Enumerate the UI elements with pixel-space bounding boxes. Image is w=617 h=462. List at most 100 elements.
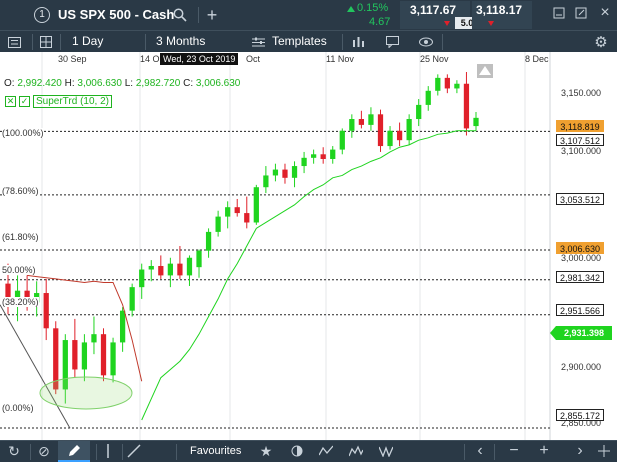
close-icon[interactable]: × <box>600 4 610 21</box>
candle-body <box>253 187 259 223</box>
candle-body <box>463 83 470 129</box>
indicator-close-icon[interactable]: ✕ <box>5 96 16 107</box>
candle-body <box>186 257 193 276</box>
candle-body <box>435 77 441 91</box>
disable-icon[interactable]: ⊘ <box>38 442 50 459</box>
menu-icon[interactable] <box>6 34 22 50</box>
scroll-left-icon[interactable]: ‹ <box>477 442 483 459</box>
candle-body <box>244 213 250 223</box>
candle-body <box>205 231 212 251</box>
price-tick: 3,000.000 <box>561 253 602 263</box>
supertrend-red-line <box>27 274 143 382</box>
indicator-label[interactable]: SuperTrd (10, 2) <box>33 95 112 108</box>
price-tick: 3,150.000 <box>561 88 602 98</box>
settings-gear-icon[interactable]: ⚙ <box>594 34 608 51</box>
fit-icon[interactable] <box>596 443 612 459</box>
ohlc-close-label: C: <box>183 78 194 89</box>
candle-body <box>291 166 298 178</box>
candle-body <box>282 169 288 178</box>
sell-price-button[interactable]: 3,117.67 <box>400 1 470 29</box>
indicators-icon[interactable] <box>350 34 366 50</box>
fib-level-label: (0.00%) <box>2 403 34 413</box>
candle-body <box>311 154 317 158</box>
wave-icon[interactable] <box>318 443 334 459</box>
instrument-name[interactable]: US SPX 500 - Cash <box>58 7 175 22</box>
chart-toolbar: 1 Day 3 Months Wed, 23 Oct 2019 Template… <box>0 30 617 65</box>
candle-body <box>72 340 78 370</box>
candle-body <box>119 310 126 343</box>
zoom-out-icon[interactable]: − <box>509 442 519 459</box>
candle-body <box>91 334 97 343</box>
range-selector[interactable]: 3 Months <box>156 34 206 48</box>
candle-body <box>5 283 11 305</box>
change-up-arrow-icon <box>347 6 355 12</box>
price-tick: 2,850.000 <box>561 418 602 428</box>
price-tick: 2,900.000 <box>561 362 602 372</box>
layout-grid-icon[interactable] <box>38 34 54 50</box>
price-tick: 3,100.000 <box>561 146 602 156</box>
candle-body <box>349 119 355 131</box>
add-tab-icon[interactable]: + <box>206 4 218 25</box>
change-percent: 0.15% <box>357 2 389 14</box>
ohlc-high-value: 3,006.630 <box>77 78 122 89</box>
contrast-icon[interactable] <box>289 443 305 459</box>
instrument-number-badge[interactable]: 1 <box>34 7 50 23</box>
current-price-label: 3,118.819 <box>556 120 604 132</box>
reset-icon[interactable]: ↻ <box>8 442 20 459</box>
ohlc-open-value: 2,992.420 <box>17 78 62 89</box>
candle-body <box>425 90 431 105</box>
eye-icon[interactable] <box>418 34 434 50</box>
crosshair-date: Wed, 23 Oct 2019 <box>160 53 239 65</box>
comment-icon[interactable] <box>384 34 400 50</box>
buy-price-button[interactable]: 3,118.17 <box>472 1 532 29</box>
fib-level-label: (100.00%) <box>2 128 44 138</box>
candle-body <box>215 216 221 232</box>
candle-body <box>53 328 59 390</box>
buy-price: 3,118.17 <box>476 3 523 17</box>
candle-body <box>196 250 202 268</box>
fib-50-price-label: 2,981.342 <box>556 271 604 283</box>
popout-icon[interactable] <box>574 6 588 20</box>
candle-body <box>24 290 30 303</box>
ohlc-open-label: O: <box>4 78 15 89</box>
fib-level-label: (78.60%) <box>2 186 39 196</box>
pattern-icon[interactable] <box>378 443 394 459</box>
star-icon[interactable]: ★ <box>259 442 273 459</box>
candle-body <box>81 342 88 370</box>
indicator-toggle-checkbox[interactable]: ✓ <box>19 96 30 107</box>
fib-618-price-label: 3,006.630 <box>556 242 604 254</box>
change-absolute: 4.67 <box>369 16 391 28</box>
fib-786-price-label: 3,053.512 <box>556 193 604 205</box>
buy-down-arrow-icon <box>488 21 494 26</box>
search-icon[interactable] <box>170 5 190 25</box>
candle-body <box>100 334 107 376</box>
vertical-line-icon[interactable] <box>100 443 116 459</box>
supertrend-price-value: 2,931.398 <box>563 328 605 338</box>
candle-body <box>139 269 145 288</box>
favourites-button[interactable]: Favourites <box>190 445 242 457</box>
scroll-latest-icon[interactable] <box>477 64 493 78</box>
timeframe-selector[interactable]: 1 Day <box>72 34 104 48</box>
date-tick: 30 Sep <box>58 54 87 64</box>
price-chart[interactable] <box>0 52 617 440</box>
ohlc-close-value: 3,006.630 <box>195 78 241 89</box>
candle-body <box>473 117 479 127</box>
fib-100-price-label: 3,107.512 <box>556 134 604 146</box>
candle-body <box>148 265 154 270</box>
date-tick: 8 Dec <box>525 54 549 64</box>
ohlc-readout: O: 2,992.420 H: 3,006.630 L: 2,982.720 C… <box>4 78 240 89</box>
candle-body <box>110 342 116 376</box>
candle-body <box>225 207 231 217</box>
templates-button[interactable]: Templates <box>272 34 327 48</box>
supertrend-price-label: 2,931.398 <box>550 326 612 340</box>
fib-level-label: (61.80%) <box>2 232 39 242</box>
draw-pencil-button[interactable] <box>58 441 90 462</box>
templates-icon[interactable] <box>250 34 266 50</box>
fib-trend-line <box>0 304 71 429</box>
trend-line-icon[interactable] <box>126 443 142 459</box>
scroll-right-icon[interactable]: › <box>577 442 583 459</box>
zoom-in-icon[interactable]: + <box>539 442 549 459</box>
elliott-wave-icon[interactable] <box>348 443 364 459</box>
date-tick: 25 Nov <box>420 54 449 64</box>
minimize-icon[interactable] <box>552 6 566 20</box>
